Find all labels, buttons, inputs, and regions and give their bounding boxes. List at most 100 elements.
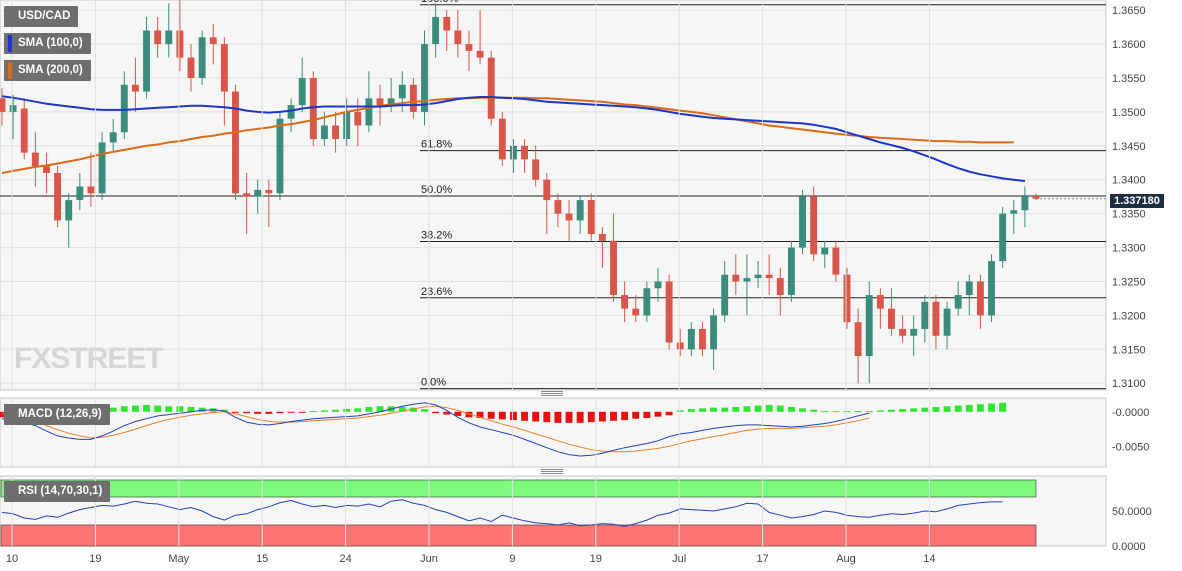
macd-histogram-bar <box>721 407 729 412</box>
candle-body <box>699 328 706 350</box>
candle-body <box>276 118 284 194</box>
x-tick-label: 19 <box>89 553 101 565</box>
macd-histogram-bar <box>465 411 473 418</box>
macd-histogram-bar <box>487 411 495 419</box>
candle-body <box>654 281 662 289</box>
y-tick-label: 1.3500 <box>1112 107 1146 119</box>
macd-histogram-bar <box>432 411 440 414</box>
candle-body <box>354 111 362 126</box>
candle-body <box>876 295 884 309</box>
y-tick-label: 1.3450 <box>1112 141 1146 153</box>
candle-body <box>376 98 384 106</box>
macd-histogram-bar <box>665 411 673 416</box>
macd-histogram-bar <box>965 404 973 412</box>
rsi-panel-resize-handle[interactable] <box>541 469 563 474</box>
candle-body <box>598 234 606 241</box>
macd-histogram-bar <box>565 411 573 423</box>
candle-body <box>443 16 451 31</box>
candle-body <box>1032 196 1040 199</box>
macd-signal-line <box>1 405 870 453</box>
x-tick-label: Jun <box>420 553 438 565</box>
candle-body <box>932 301 940 336</box>
candle-body <box>999 213 1007 262</box>
macd-histogram-bar <box>632 411 640 419</box>
macd-swatch <box>8 406 12 423</box>
macd-histogram-bar <box>999 402 1007 412</box>
macd-histogram-bar <box>509 411 517 421</box>
macd-histogram-bar <box>787 406 795 412</box>
candle-body <box>298 78 306 106</box>
macd-histogram-bar <box>843 411 851 413</box>
candle-body <box>988 261 995 316</box>
macd-histogram-bar <box>943 406 951 412</box>
candle-body <box>143 30 150 92</box>
price-plot-area <box>0 0 1107 391</box>
macd-histogram-bar <box>365 406 373 412</box>
candle-body <box>1021 196 1029 211</box>
x-tick-label: Jul <box>672 553 686 565</box>
macd-histogram-bar <box>443 411 451 415</box>
candle-body <box>209 37 217 45</box>
candle-body <box>287 105 295 119</box>
macd-histogram-bar <box>854 411 862 413</box>
candle-body <box>832 247 840 275</box>
rsi-y-tick-label: 0.0000 <box>1112 541 1146 553</box>
candle-body <box>487 57 495 119</box>
candle-body <box>120 84 128 133</box>
y-tick-label: 1.3650 <box>1112 5 1146 17</box>
y-tick-label: 1.3350 <box>1112 209 1146 221</box>
macd-histogram-bar <box>421 409 428 412</box>
macd-histogram-bar <box>0 411 6 418</box>
sma200-legend[interactable]: SMA (200,0) <box>4 60 91 81</box>
macd-histogram-bar <box>521 411 529 421</box>
rsi-label: RSI (14,70,30,1) <box>18 485 103 497</box>
macd-histogram-bar <box>910 408 918 412</box>
candle-body <box>643 288 651 316</box>
candle-body <box>843 274 851 323</box>
macd-panel: -0.0000 -0.0050 <box>0 397 1149 468</box>
macd-histogram-bar <box>598 411 606 422</box>
macd-panel-resize-handle[interactable] <box>541 391 563 396</box>
rsi-swatch <box>8 483 12 500</box>
macd-histogram-bar <box>143 404 150 412</box>
candle-body <box>587 200 595 234</box>
macd-histogram-bar <box>832 411 840 413</box>
macd-histogram-bar <box>754 405 762 412</box>
x-tick-label: 15 <box>256 553 268 565</box>
candle-body <box>65 200 73 221</box>
macd-histogram-bar <box>576 411 584 423</box>
macd-histogram-bar <box>732 406 740 412</box>
instrument-legend[interactable]: USD/CAD <box>4 6 79 27</box>
rsi-y-tick-label: 50.0000 <box>1112 506 1152 518</box>
x-tick-label: 17 <box>756 553 768 565</box>
candle-body <box>810 196 818 255</box>
macd-histogram-bar <box>554 411 562 423</box>
candle-body <box>921 301 929 329</box>
candle-body <box>387 98 395 106</box>
candle-body <box>365 98 373 126</box>
macd-histogram-bar <box>687 409 695 412</box>
sma200-swatch <box>8 62 12 79</box>
candle-body <box>220 44 228 92</box>
candle-body <box>265 189 273 194</box>
macd-histogram-bar <box>287 411 295 413</box>
rsi-oversold-zone <box>0 524 1037 547</box>
macd-y-tick-label: -0.0050 <box>1112 441 1149 453</box>
macd-histogram-bar <box>876 410 884 412</box>
macd-histogram-bar <box>532 411 540 422</box>
y-tick-label: 1.3300 <box>1112 243 1146 255</box>
macd-histogram-bar <box>343 409 351 412</box>
candle-body <box>154 30 162 45</box>
rsi-legend[interactable]: RSI (14,70,30,1) <box>4 481 111 502</box>
sma100-legend[interactable]: SMA (100,0) <box>4 33 91 54</box>
candle-body <box>198 37 206 78</box>
candle-body <box>320 125 328 140</box>
candle-body <box>743 278 751 282</box>
candle-body <box>732 274 740 282</box>
macd-line <box>1 402 870 457</box>
macd-legend[interactable]: MACD (12,26,9) <box>4 404 110 425</box>
macd-histogram-bar <box>265 411 273 414</box>
candle-body <box>521 145 529 160</box>
macd-histogram-bar <box>154 405 162 412</box>
